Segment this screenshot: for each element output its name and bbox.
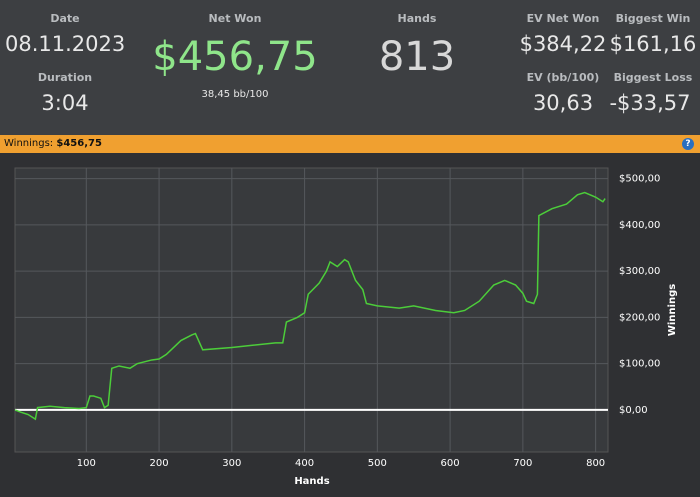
banner: Winnings: $456,75 ?	[0, 135, 700, 153]
y-tick-label: $0,00	[619, 405, 648, 416]
x-tick-label: 300	[222, 458, 241, 469]
chart: Hands Winnings 100 200 300 400 500 600 700 800 $…	[14, 167, 678, 487]
stat-value: $161,16	[609, 32, 697, 56]
x-tick-label: 800	[586, 458, 605, 469]
x-axis-title: Hands	[294, 476, 329, 487]
stat-label: Biggest Loss	[613, 71, 693, 84]
plot-area	[14, 167, 609, 453]
stat-value: 30,63	[532, 91, 594, 115]
winnings-line	[14, 191, 606, 421]
stat-label: Date	[50, 12, 80, 25]
stat-label: Hands	[397, 12, 437, 25]
x-tick-label: 100	[77, 458, 96, 469]
banner-value: $456,75	[56, 138, 102, 149]
stat-value: $384,22	[519, 32, 607, 56]
stat-label: Biggest Win	[615, 12, 691, 25]
x-tick-label: 700	[513, 458, 532, 469]
y-tick-label: $300,00	[619, 266, 660, 277]
y-axis-title: Winnings	[667, 284, 678, 336]
y-tick-label: $500,00	[619, 174, 660, 185]
stat-label: EV Net Won	[526, 12, 600, 25]
info-icon[interactable]: ?	[682, 138, 694, 150]
net-won: $456,75	[152, 34, 318, 80]
x-tick-label: 500	[368, 458, 387, 469]
stat-value: 08.11.2023	[5, 32, 126, 56]
stat-value: -$33,57	[609, 91, 691, 115]
banner-label: Winnings:	[4, 138, 54, 149]
stat-value: 38,45 bb/100	[201, 89, 269, 100]
x-tick-label: 600	[441, 458, 460, 469]
stat-value: 3:04	[41, 91, 89, 115]
stat-value: 813	[378, 34, 456, 80]
y-tick-label: $200,00	[619, 312, 660, 323]
stat-label: Net Won	[208, 12, 262, 25]
stat-label: Duration	[37, 71, 93, 84]
y-tick-label: $100,00	[619, 359, 660, 370]
x-tick-label: 400	[295, 458, 314, 469]
stat-label: EV (bb/100)	[526, 71, 600, 84]
stats-header: Date 08.11.2023 Duration 3:04 Net Won $4…	[0, 0, 700, 135]
y-tick-label: $400,00	[619, 220, 660, 231]
x-tick-label: 200	[150, 458, 169, 469]
